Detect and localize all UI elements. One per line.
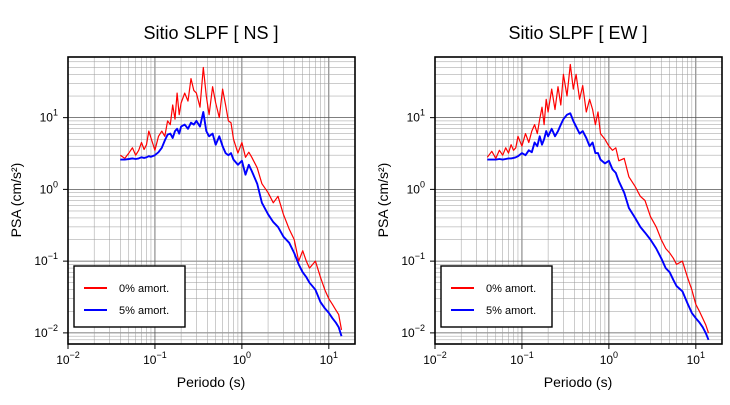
y-tick-label: 100	[407, 179, 425, 196]
x-tick-label: 10−1	[143, 350, 167, 367]
y-tick-label: 101	[407, 108, 425, 125]
legend: 0% amort. 5% amort.	[440, 265, 553, 328]
legend-label-0: 0% amort.	[119, 283, 169, 295]
x-tick-label: 10−2	[56, 350, 80, 367]
x-tick-label: 101	[320, 350, 338, 367]
panel-ns: Sitio SLPF [ NS ] 10−2 10−1 100 101 10−2 10−1…	[8, 23, 356, 390]
y-tick-label: 101	[40, 108, 58, 125]
x-tick-label: 101	[687, 350, 705, 367]
x-tick-label: 100	[233, 350, 251, 367]
y-tick-label: 100	[40, 179, 58, 196]
x-axis-label: Periodo (s)	[544, 374, 612, 390]
series-line-0	[119, 66, 343, 331]
x-axis-label: Periodo (s)	[177, 374, 245, 390]
y-axis-label: PSA (cm/s²)	[375, 163, 391, 238]
legend-label-1: 5% amort.	[486, 305, 536, 317]
legend-box	[440, 265, 553, 328]
series-line-1	[487, 112, 710, 341]
legend-label-0: 0% amort.	[486, 283, 536, 295]
y-axis-label: PSA (cm/s²)	[8, 163, 24, 238]
y-tick-label: 10−1	[401, 251, 425, 268]
x-tick-label: 100	[600, 350, 618, 367]
y-tick-label: 10−1	[34, 251, 58, 268]
chart-title: Sitio SLPF [ EW ]	[508, 23, 647, 43]
plot-frame	[67, 56, 356, 345]
panel-ew: Sitio SLPF [ EW ] 10−2 10−1 100 101 10−2 10−1…	[375, 23, 723, 390]
legend: 0% amort. 5% amort.	[73, 265, 186, 328]
y-tick-label: 10−2	[34, 323, 58, 340]
series-line-1	[120, 111, 343, 337]
chart-title: Sitio SLPF [ NS ]	[143, 23, 278, 43]
plot-area: 10−2 10−1 100 101 10−2 10−1 100 101	[34, 56, 356, 367]
x-tick-label: 10−1	[510, 350, 534, 367]
legend-label-1: 5% amort.	[119, 305, 169, 317]
x-tick-label: 10−2	[423, 350, 447, 367]
plot-frame	[434, 56, 723, 345]
series-line-0	[486, 63, 710, 334]
y-tick-label: 10−2	[401, 323, 425, 340]
legend-box	[73, 265, 186, 328]
